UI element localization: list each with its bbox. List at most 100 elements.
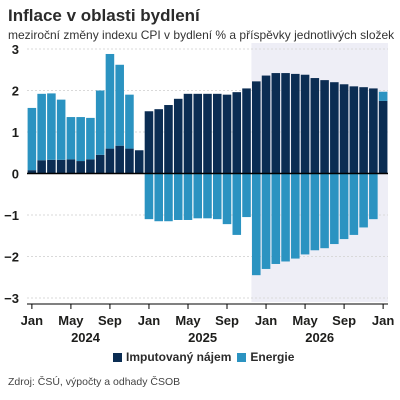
x-tick-label: May [58, 313, 84, 328]
bar-imputed-rent [212, 93, 222, 174]
legend-swatch-imputed-rent [113, 352, 122, 362]
bar-energy [183, 173, 193, 220]
x-year-label: 2025 [188, 330, 217, 345]
bar-imputed-rent [76, 161, 85, 174]
bar-energy [154, 173, 163, 222]
bar-energy [271, 173, 281, 264]
bar-energy [47, 93, 56, 160]
bar-energy [261, 173, 271, 269]
bar-energy [95, 90, 105, 155]
x-tick-label: Sep [215, 313, 239, 328]
x-tick-label: May [175, 313, 201, 328]
bar-imputed-rent [310, 78, 320, 174]
legend-label-energy: Energie [250, 350, 295, 364]
y-tick-label: −3 [4, 291, 19, 306]
legend: Imputovaný nájem Energie [113, 350, 300, 364]
bar-energy [105, 53, 115, 149]
bar-energy [339, 173, 349, 240]
bar-energy [378, 91, 388, 101]
y-tick-label: 0 [12, 167, 19, 182]
bar-energy [56, 99, 66, 160]
bar-energy [242, 173, 251, 218]
bar-imputed-rent [125, 148, 134, 174]
source-note: Zdroj: ČSÚ, výpočty a odhady ČSOB [8, 376, 181, 388]
bar-imputed-rent [164, 105, 173, 174]
bar-imputed-rent [56, 159, 66, 174]
legend-item-energy: Energie [237, 350, 294, 364]
bar-energy [349, 173, 359, 235]
x-year-label: 2024 [71, 330, 101, 345]
bar-imputed-rent [359, 87, 368, 174]
bar-energy [203, 173, 212, 219]
x-tick-label: May [292, 313, 318, 328]
bar-energy [164, 173, 173, 222]
bar-imputed-rent [144, 111, 154, 174]
bar-imputed-rent [193, 93, 203, 174]
bar-imputed-rent [134, 150, 144, 174]
bar-imputed-rent [291, 73, 300, 174]
y-tick-label: 3 [12, 42, 19, 57]
bar-imputed-rent [66, 159, 76, 174]
bar-imputed-rent [349, 86, 359, 174]
bar-imputed-rent [105, 148, 115, 174]
x-tick-label: Jan [21, 313, 43, 328]
bar-imputed-rent [154, 109, 163, 174]
bar-energy [76, 117, 85, 162]
bar-energy [291, 173, 300, 259]
bar-imputed-rent [261, 75, 271, 174]
bar-energy [212, 173, 222, 220]
bar-imputed-rent [232, 92, 242, 174]
legend-label-imputed-rent: Imputovaný nájem [126, 350, 232, 364]
bar-energy [193, 173, 203, 219]
legend-item-imputed-rent: Imputovaný nájem [113, 350, 231, 364]
bar-imputed-rent [242, 88, 251, 174]
bar-imputed-rent [183, 93, 193, 174]
bar-energy [281, 173, 290, 262]
x-tick-label: Jan [255, 313, 277, 328]
y-tick-label: −1 [4, 208, 19, 223]
bar-energy [252, 173, 261, 276]
legend-swatch-energy [237, 352, 247, 362]
bar-energy [320, 173, 329, 249]
bar-imputed-rent [203, 93, 212, 174]
bar-energy [232, 173, 242, 235]
y-tick-label: −2 [4, 250, 19, 265]
x-tick-label: Sep [332, 313, 356, 328]
bar-imputed-rent [47, 159, 56, 174]
bar-energy [369, 173, 378, 220]
bar-energy [359, 173, 368, 228]
bar-energy [310, 173, 320, 251]
x-tick-label: Sep [98, 313, 122, 328]
bar-imputed-rent [339, 84, 349, 174]
bar-imputed-rent [95, 154, 105, 174]
bar-imputed-rent [300, 74, 310, 174]
bar-imputed-rent [115, 145, 124, 174]
bar-energy [115, 64, 124, 146]
bar-imputed-rent [27, 170, 37, 174]
bar-energy [173, 173, 183, 220]
bar-energy [66, 117, 76, 160]
x-tick-label: Jan [138, 313, 160, 328]
bar-imputed-rent [281, 73, 290, 174]
bar-imputed-rent [37, 160, 46, 174]
bar-energy [144, 173, 154, 220]
bar-imputed-rent [86, 159, 95, 174]
x-tick-label: Jan [372, 313, 394, 328]
bar-energy [222, 173, 232, 225]
bar-imputed-rent [173, 98, 183, 174]
bar-imputed-rent [378, 100, 388, 174]
chart-subtitle: meziroční změny indexu CPI v bydlení % a… [8, 28, 395, 42]
y-tick-label: 1 [12, 125, 19, 140]
bar-imputed-rent [369, 88, 378, 174]
bar-energy [27, 107, 37, 171]
bar-imputed-rent [222, 94, 232, 174]
x-year-label: 2026 [305, 330, 334, 345]
bar-energy [125, 94, 134, 149]
bar-imputed-rent [320, 80, 329, 174]
y-tick-label: 2 [12, 84, 19, 99]
bar-imputed-rent [271, 73, 281, 174]
bar-imputed-rent [330, 82, 339, 174]
chart-title: Inflace v oblasti bydlení [8, 6, 200, 25]
bar-imputed-rent [252, 81, 261, 174]
